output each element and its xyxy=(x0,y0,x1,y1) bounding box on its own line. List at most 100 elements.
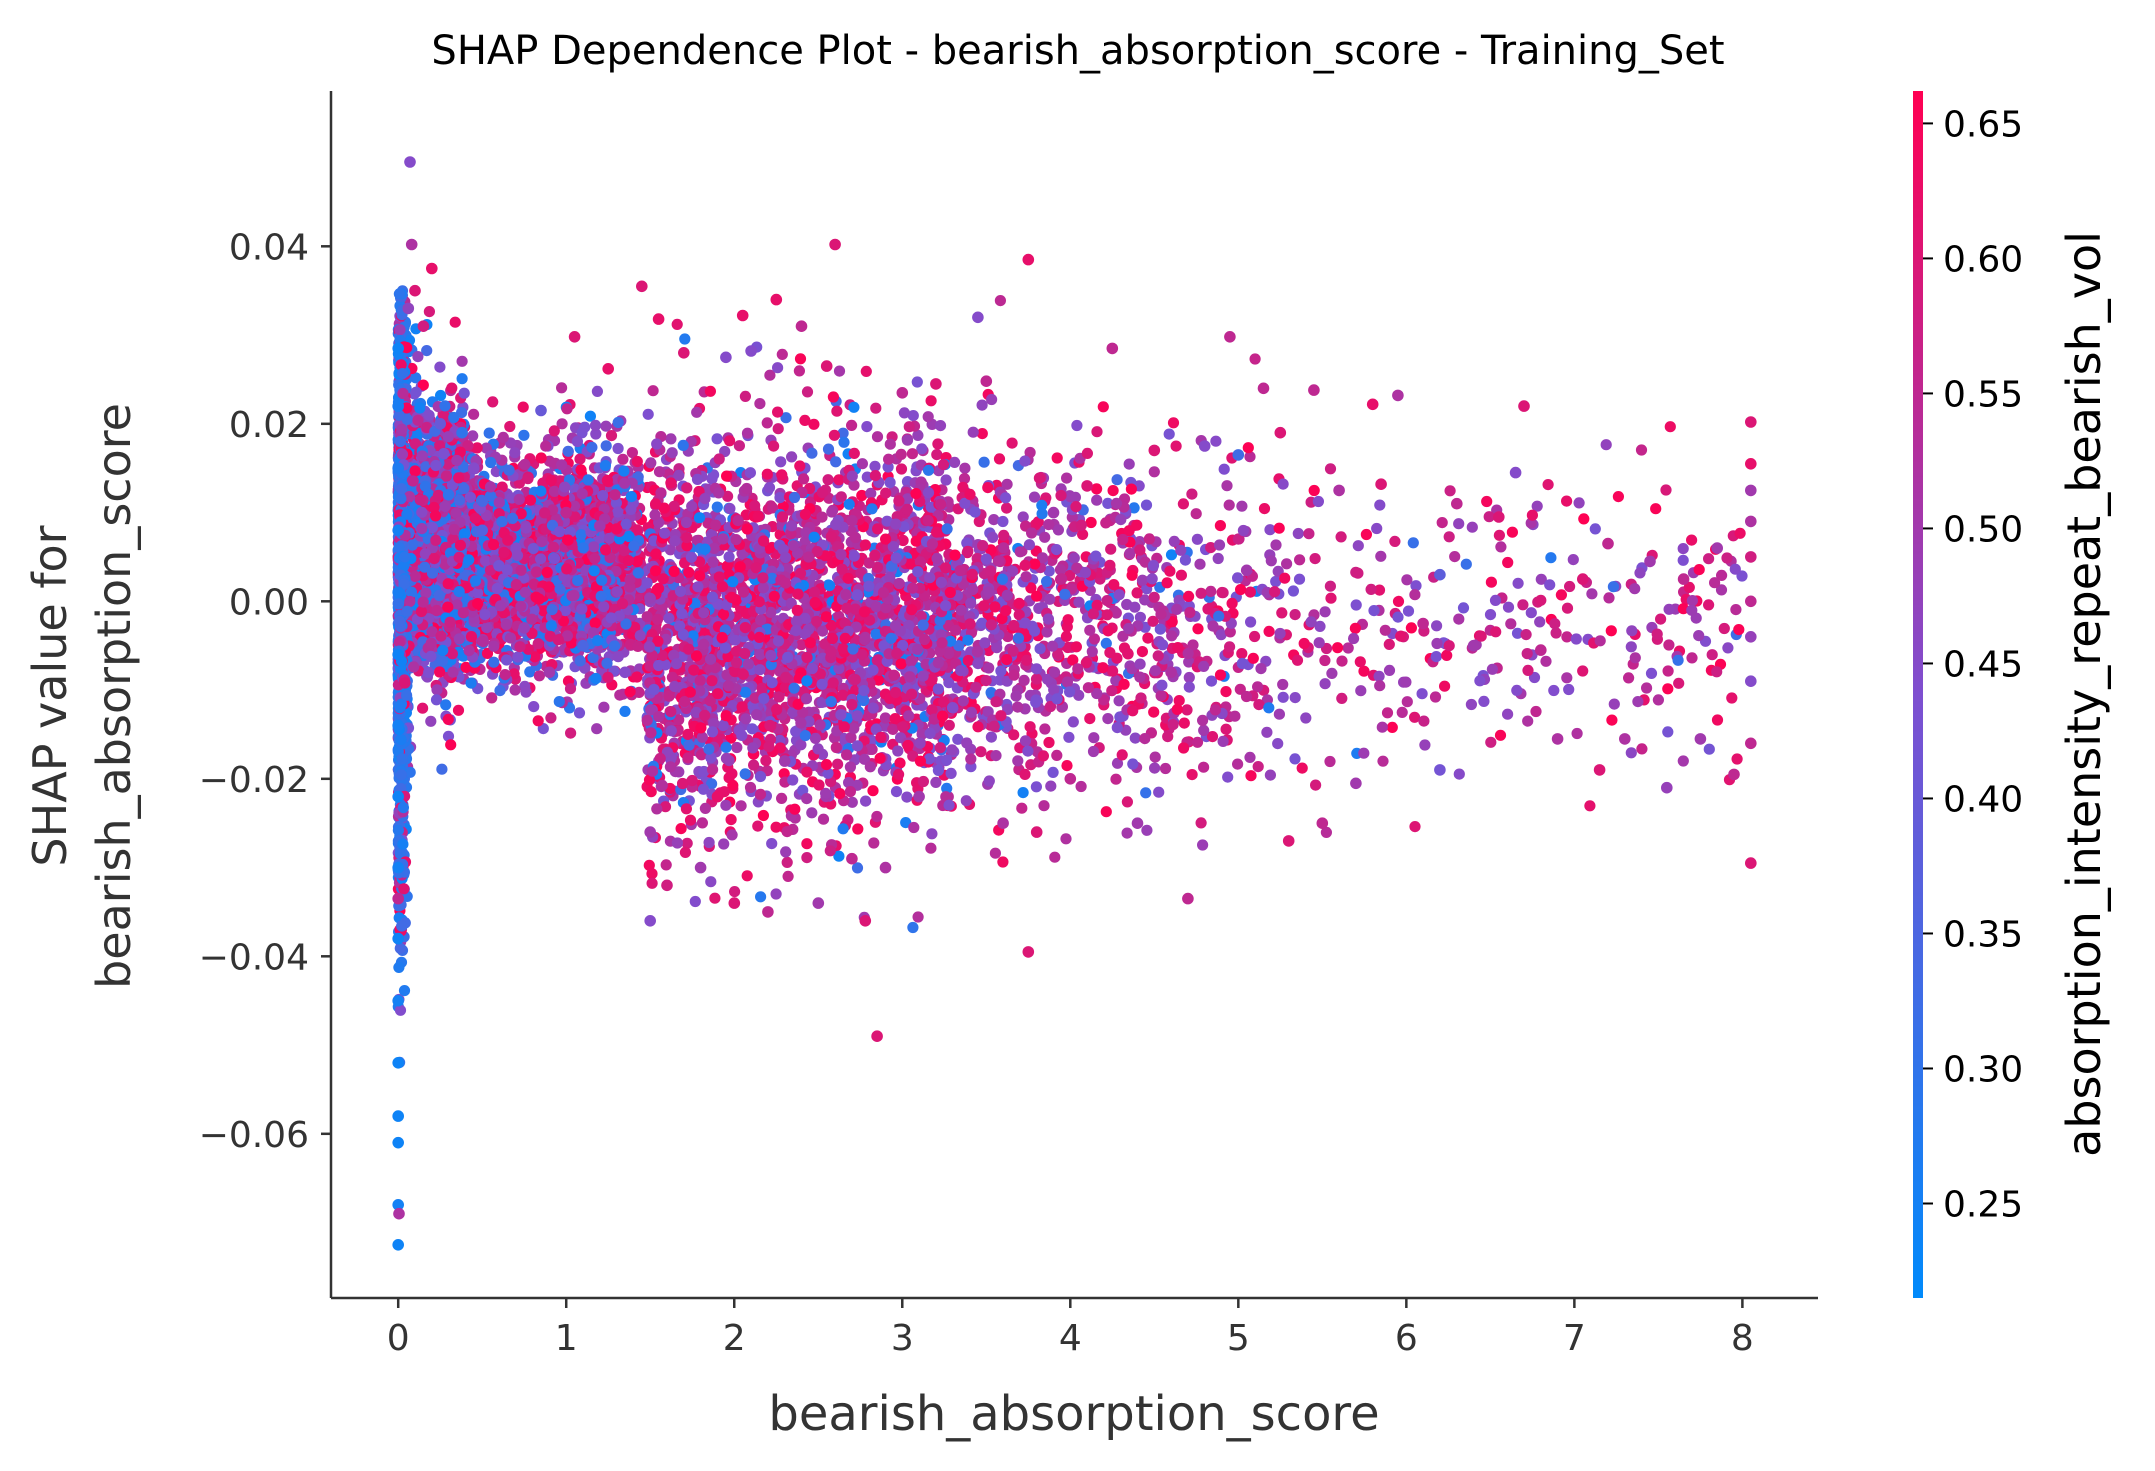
scatter-point xyxy=(1677,755,1689,767)
scatter-point xyxy=(1521,648,1533,660)
scatter-point xyxy=(452,704,465,716)
scatter-point xyxy=(394,1004,407,1016)
scatter-point xyxy=(1001,502,1013,514)
scatter-point xyxy=(814,558,826,570)
scatter-point xyxy=(612,442,624,455)
scatter-point xyxy=(1506,526,1518,538)
scatter-point xyxy=(1220,723,1232,735)
scatter-point xyxy=(434,361,446,373)
scatter-point xyxy=(1051,452,1063,464)
scatter-point xyxy=(1183,671,1195,684)
scatter-point xyxy=(646,877,658,889)
scatter-point xyxy=(565,727,577,739)
scatter-point xyxy=(562,445,574,457)
scatter-point xyxy=(1431,620,1443,632)
scatter-point xyxy=(442,730,455,742)
scatter-point xyxy=(1218,463,1230,475)
scatter-point xyxy=(1181,704,1193,716)
scatter-point xyxy=(1677,543,1689,555)
scatter-point xyxy=(1043,565,1055,577)
scatter-point xyxy=(1190,508,1202,520)
scatter-point xyxy=(1522,715,1534,727)
scatter-point xyxy=(1148,706,1160,718)
scatter-point xyxy=(1124,547,1136,560)
scatter-point xyxy=(1102,713,1114,725)
scatter-point xyxy=(761,417,773,429)
scatter-point xyxy=(1117,630,1129,642)
scatter-point xyxy=(1475,630,1487,642)
scatter-point xyxy=(1134,658,1146,670)
scatter-point xyxy=(975,746,987,758)
scatter-point xyxy=(843,777,855,789)
scatter-point xyxy=(1232,758,1244,770)
scatter-point xyxy=(1332,642,1344,654)
scatter-point xyxy=(1635,444,1648,456)
scatter-point xyxy=(1673,677,1685,689)
scatter-point xyxy=(1205,675,1218,687)
scatter-point xyxy=(528,701,540,713)
scatter-point xyxy=(1179,554,1191,566)
scatter-point xyxy=(871,431,884,443)
scatter-point xyxy=(848,447,860,459)
scatter-point xyxy=(1706,649,1718,661)
scatter-point xyxy=(741,870,753,882)
scatter-point xyxy=(870,402,882,414)
scatter-point xyxy=(1121,827,1133,839)
scatter-point xyxy=(1493,529,1505,541)
scatter-point xyxy=(1063,731,1075,743)
scatter-point xyxy=(733,440,746,452)
scatter-point xyxy=(1502,601,1515,613)
scatter-point xyxy=(1342,642,1354,654)
scatter-point xyxy=(1129,732,1141,744)
scatter-point xyxy=(1439,680,1451,692)
scatter-point xyxy=(1067,716,1079,728)
scatter-point xyxy=(1703,553,1715,565)
scatter-point xyxy=(1165,549,1178,561)
scatter-point xyxy=(1683,581,1695,594)
scatter-point xyxy=(1607,581,1619,593)
scatter-point xyxy=(1222,771,1234,783)
scatter-point xyxy=(1270,575,1282,588)
scatter-point xyxy=(943,677,955,689)
scatter-point xyxy=(932,438,944,450)
scatter-point xyxy=(1495,541,1507,553)
scatter-point xyxy=(1419,739,1431,751)
scatter-point xyxy=(1014,546,1026,558)
scatter-point xyxy=(1149,665,1161,677)
scatter-point xyxy=(895,448,907,460)
scatter-point xyxy=(967,426,979,438)
scatter-point xyxy=(1545,552,1557,564)
chart-title: SHAP Dependence Plot - bearish_absorptio… xyxy=(431,28,1724,74)
scatter-point xyxy=(739,768,751,780)
scatter-point xyxy=(1041,626,1053,638)
scatter-point xyxy=(665,433,677,445)
scatter-point xyxy=(972,721,984,733)
scatter-point xyxy=(946,744,958,756)
scatter-point xyxy=(680,803,693,815)
scatter-point xyxy=(423,306,435,318)
scatter-point xyxy=(985,731,998,743)
scatter-point xyxy=(1542,479,1554,491)
scatter-point xyxy=(1563,683,1575,696)
scatter-point xyxy=(1358,747,1370,759)
scatter-point xyxy=(1183,656,1195,668)
scatter-point xyxy=(961,537,973,549)
scatter-point xyxy=(1571,727,1583,740)
scatter-point xyxy=(1703,743,1715,755)
scatter-point xyxy=(1091,687,1103,700)
scatter-point xyxy=(494,685,506,697)
scatter-point xyxy=(410,372,422,384)
scatter-point xyxy=(941,782,953,795)
scatter-point xyxy=(1549,618,1561,630)
scatter-point xyxy=(793,365,806,377)
scatter-point xyxy=(808,418,820,430)
scatter-point xyxy=(1045,780,1057,792)
scatter-point xyxy=(991,642,1003,654)
scatter-point xyxy=(833,365,846,377)
scatter-point xyxy=(1429,691,1442,703)
scatter-point xyxy=(1457,602,1470,614)
scatter-point xyxy=(925,395,937,407)
scatter-point xyxy=(1221,480,1233,492)
scatter-point xyxy=(1277,678,1289,691)
scatter-point xyxy=(1517,599,1529,611)
